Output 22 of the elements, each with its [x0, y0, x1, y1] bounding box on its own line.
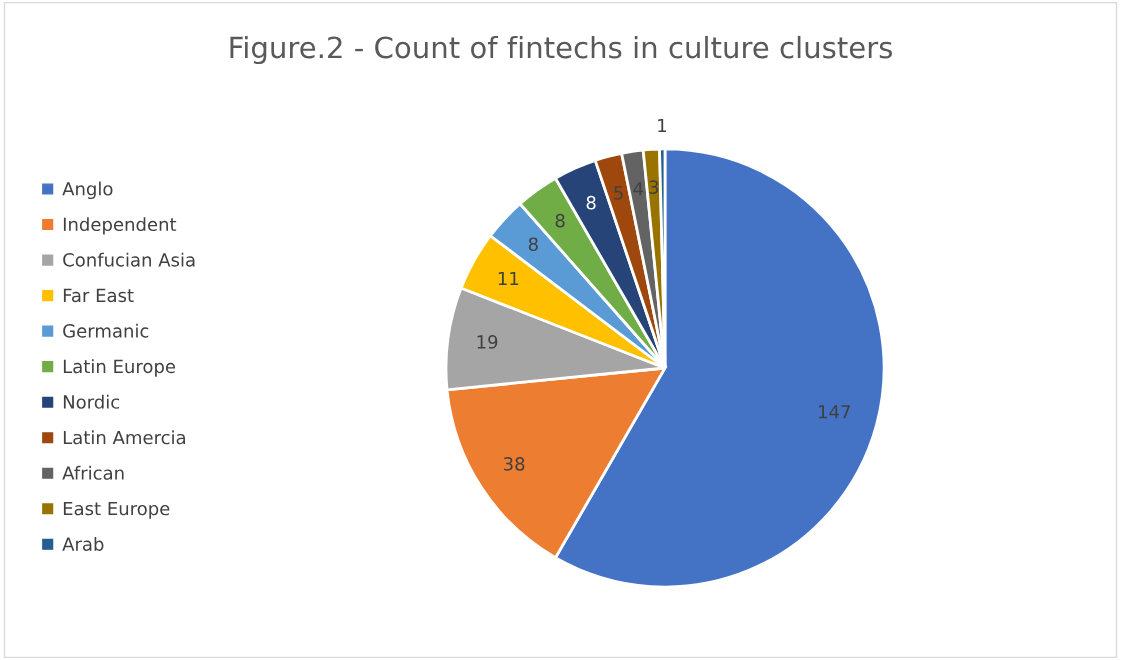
legend-label: Independent	[63, 217, 177, 235]
legend-label: African	[62, 465, 124, 480]
legend-label: Far East	[63, 288, 134, 303]
legend-label: Arab	[62, 536, 104, 551]
chart-title: Figure.2 - Count of fintechs in culture clusters	[230, 35, 892, 65]
legend-label: Anglo	[62, 181, 113, 200]
data-label: 3	[649, 180, 659, 194]
data-label: 11	[498, 271, 519, 286]
data-label: 8	[528, 237, 538, 252]
legend-label: East Europe	[63, 501, 170, 519]
data-label: 38	[504, 457, 525, 471]
legend-label: Germanic	[63, 323, 149, 338]
data-label: 147	[819, 405, 850, 419]
data-label: 1	[658, 118, 667, 133]
legend-label: Latin Europe	[63, 359, 176, 377]
legend-label: Latin Amercia	[63, 430, 185, 445]
data-label: 8	[586, 195, 596, 210]
legend-label: Confucian Asia	[63, 252, 195, 267]
data-label: 19	[477, 335, 498, 349]
legend-label: Nordic	[63, 394, 120, 409]
data-label: 8	[555, 213, 565, 228]
data-label: 5	[614, 186, 623, 200]
